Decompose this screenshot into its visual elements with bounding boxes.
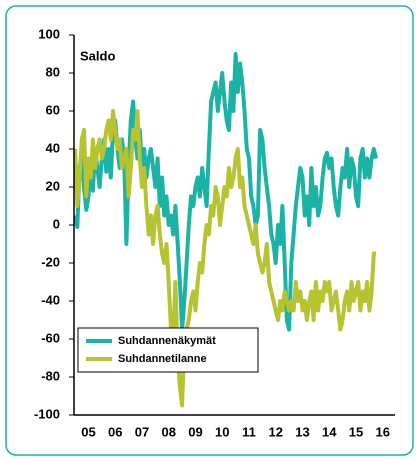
x-tick-label: 09 [188,424,202,439]
y-tick-label: 60 [46,102,60,117]
series-line [73,109,377,408]
legend-label: Suhdannenäkymät [118,335,216,347]
x-tick-label: 15 [349,424,363,439]
x-tick-label: 14 [322,424,337,439]
x-tick-label: 08 [162,424,176,439]
y-tick-label: -40 [41,292,60,307]
y-tick-label: 40 [46,140,60,155]
x-tick-label: 16 [376,424,390,439]
x-tick-label: 11 [242,424,256,439]
series-line [73,52,379,332]
legend-label: Suhdannetilanne [118,353,207,365]
y-tick-label: -100 [34,406,60,421]
x-tick-label: 07 [135,424,149,439]
x-tick-label: 12 [269,424,283,439]
y-tick-label: -60 [41,330,60,345]
legend-box [77,327,259,373]
y-tick-label: -80 [41,368,60,383]
y-tick-label: 80 [46,64,60,79]
y-tick-label: 20 [46,178,60,193]
x-tick-label: 10 [215,424,229,439]
y-tick-label: 0 [53,216,60,231]
x-tick-label: 06 [108,424,122,439]
x-tick-label: 13 [295,424,309,439]
x-tick-label: 05 [81,424,95,439]
y-label: Saldo [80,48,115,63]
y-tick-label: 100 [38,26,60,41]
y-tick-label: -20 [41,254,60,269]
